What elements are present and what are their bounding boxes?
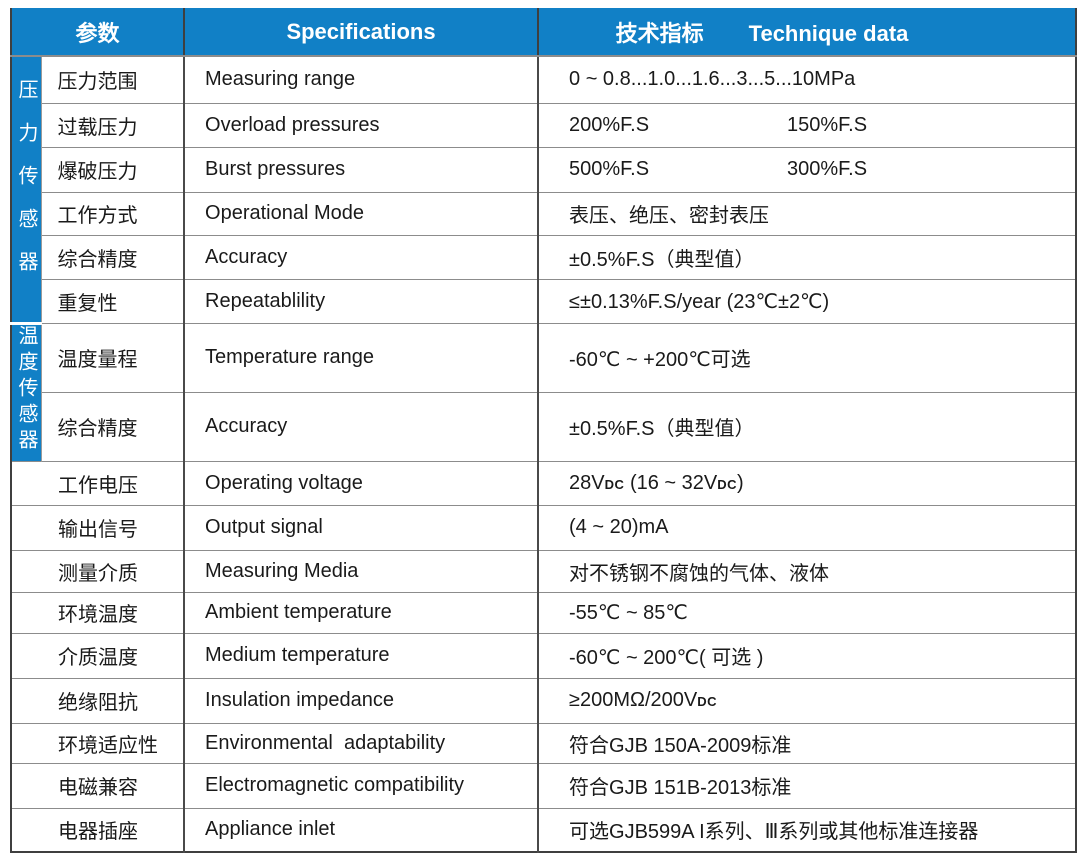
table-row: 爆破压力 Burst pressures 500%F.S 300%F.S [11,146,1077,192]
value-text: 0 ~ 0.8...1.0...1.6...3...5...10MPa [537,55,1077,103]
table-row: 综合精度 Accuracy ±0.5%F.S（典型值） [11,392,1077,461]
value-text: 符合GJB 150A-2009标准 [537,722,1077,763]
param-label: 电磁兼容 [10,762,185,808]
value-text: 28VDC (16 ~ 32VDC) [537,460,1077,505]
table-row: 工作电压 Operating voltage 28VDC (16 ~ 32VDC… [10,460,1077,505]
param-label: 综合精度 [40,234,185,279]
param-label: 爆破压力 [40,146,185,192]
param-label: 过载压力 [40,102,185,147]
value-text: 对不锈钢不腐蚀的气体、液体 [537,549,1077,592]
spec-label: Medium temperature [183,632,539,678]
value-text: 符合GJB 151B-2013标准 [537,762,1077,808]
header-technique-data: 技术指标 Technique data [537,8,1077,57]
value-text: ≤±0.13%F.S/year (23℃±2℃) [537,278,1077,323]
table-row: 输出信号 Output signal (4 ~ 20)mA [10,504,1077,550]
spec-label: Environmental adaptability [183,722,539,763]
spec-label: Repeatablility [183,278,539,323]
spec-label: Accuracy [183,392,539,461]
param-label: 绝缘阻抗 [10,677,185,723]
spec-label: Appliance inlet [183,807,539,852]
param-label: 温度量程 [40,322,185,393]
spec-label: Operating voltage [183,460,539,505]
table-row: 电器插座 Appliance inlet 可选GJB599A I系列、Ⅲ系列或其… [10,807,1077,852]
header-param: 参数 [11,8,185,57]
param-label: 输出信号 [10,504,185,550]
param-label: 测量介质 [10,549,185,592]
spec-label: Burst pressures [183,146,539,192]
table-row: 压力传感器 压力范围 Measuring range 0 ~ 0.8...1.0… [11,55,1077,325]
value-text: 200%F.S 150%F.S [537,102,1077,147]
param-label: 综合精度 [40,392,185,461]
param-label: 工作方式 [40,191,185,235]
param-label: 环境温度 [10,591,185,633]
table-row: 介质温度 Medium temperature -60℃ ~ 200℃( 可选 … [10,632,1077,678]
spec-label: Measuring Media [183,549,539,592]
spec-label: Insulation impedance [183,677,539,723]
table-row: 温度传感器 温度量程 Temperature range -60℃ ~ +200… [11,322,1077,461]
spec-label: Overload pressures [183,102,539,147]
table-row: 测量介质 Measuring Media 对不锈钢不腐蚀的气体、液体 [10,549,1077,592]
value-text: 可选GJB599A I系列、Ⅲ系列或其他标准连接器 [537,807,1077,852]
table-row: 环境适应性 Environmental adaptability 符合GJB 1… [10,722,1077,763]
table-row: 综合精度 Accuracy ±0.5%F.S（典型值） [11,234,1077,279]
table-row: 重复性 Repeatablility ≤±0.13%F.S/year (23℃±… [11,278,1077,323]
spec-label: Electromagnetic compatibility [183,762,539,808]
table-row: 过载压力 Overload pressures 200%F.S 150%F.S [11,102,1077,147]
spec-label: Accuracy [183,234,539,279]
group-label-pressure-sensor: 压力传感器 [11,56,41,325]
table-row: 绝缘阻抗 Insulation impedance ≥200MΩ/200VDC [10,677,1077,723]
value-text: -55℃ ~ 85℃ [537,591,1077,633]
value-text: ±0.5%F.S（典型值） [537,392,1077,461]
table-row: 工作方式 Operational Mode 表压、绝压、密封表压 [11,191,1077,235]
table-row: 电磁兼容 Electromagnetic compatibility 符合GJB… [10,762,1077,808]
table-header-row: 参数 Specifications 技术指标 Technique data [11,8,1077,57]
value-text: 表压、绝压、密封表压 [537,191,1077,235]
header-technique-data-cn: 技术指标 [615,20,704,46]
spec-label: Temperature range [183,322,539,393]
param-label: 压力范围 [40,55,185,103]
group-label-temperature-sensor: 温度传感器 [11,323,41,461]
value-text: ±0.5%F.S（典型值） [537,234,1077,279]
value-text: (4 ~ 20)mA [537,504,1077,550]
spec-label: Output signal [183,504,539,550]
value-text: ≥200MΩ/200VDC [537,677,1077,723]
spec-label: Ambient temperature [183,591,539,633]
header-technique-data-en: Technique data [748,20,909,46]
value-text: -60℃ ~ +200℃可选 [537,322,1077,393]
value-text: -60℃ ~ 200℃( 可选 ) [537,632,1077,678]
param-label: 工作电压 [10,460,185,505]
spec-label: Measuring range [183,55,539,103]
spec-label: Operational Mode [183,191,539,235]
param-label: 介质温度 [10,632,185,678]
table-row: 环境温度 Ambient temperature -55℃ ~ 85℃ [10,591,1077,633]
param-label: 环境适应性 [10,722,185,763]
param-label: 重复性 [40,278,185,323]
param-label: 电器插座 [10,807,185,852]
value-text: 500%F.S 300%F.S [537,146,1077,192]
specifications-table: 参数 Specifications 技术指标 Technique data 压力传… [10,8,1078,853]
header-specifications: Specifications [183,8,539,57]
